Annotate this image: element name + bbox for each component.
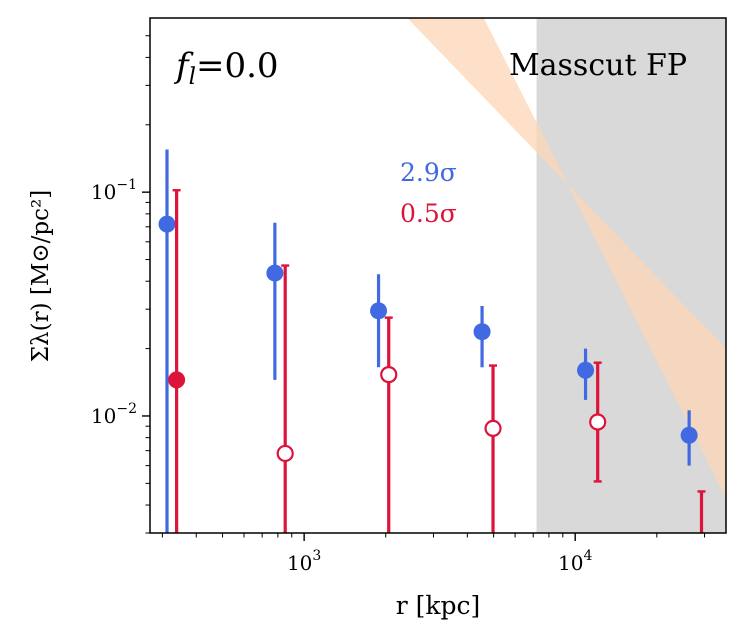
red-point	[484, 419, 502, 437]
blue-point	[370, 302, 388, 320]
red-point	[168, 371, 186, 389]
blue-point	[158, 215, 176, 233]
red-point	[589, 413, 607, 431]
sigma-red-label: 0.5σ	[400, 199, 457, 228]
sigma-blue-label: 2.9σ	[400, 158, 457, 187]
y-tick-label: 10−2	[91, 401, 137, 428]
panel-title: Masscut FP	[509, 48, 687, 83]
x-tick-label: 103	[287, 548, 321, 575]
x-tick-label: 104	[558, 548, 592, 575]
x-axis-label: r [kpc]	[396, 591, 481, 620]
plot-frame	[149, 17, 727, 534]
fl-label: fl=0.0	[173, 46, 279, 90]
red-point	[380, 366, 398, 384]
blue-point	[680, 426, 698, 444]
y-tick-label: 10−1	[91, 177, 137, 204]
red-point	[276, 444, 294, 463]
y-axis-label: Σλ(r) [M⊙/pc²]	[28, 190, 54, 362]
blue-point	[266, 264, 284, 282]
blue-point	[473, 323, 491, 341]
blue-point	[577, 361, 595, 379]
